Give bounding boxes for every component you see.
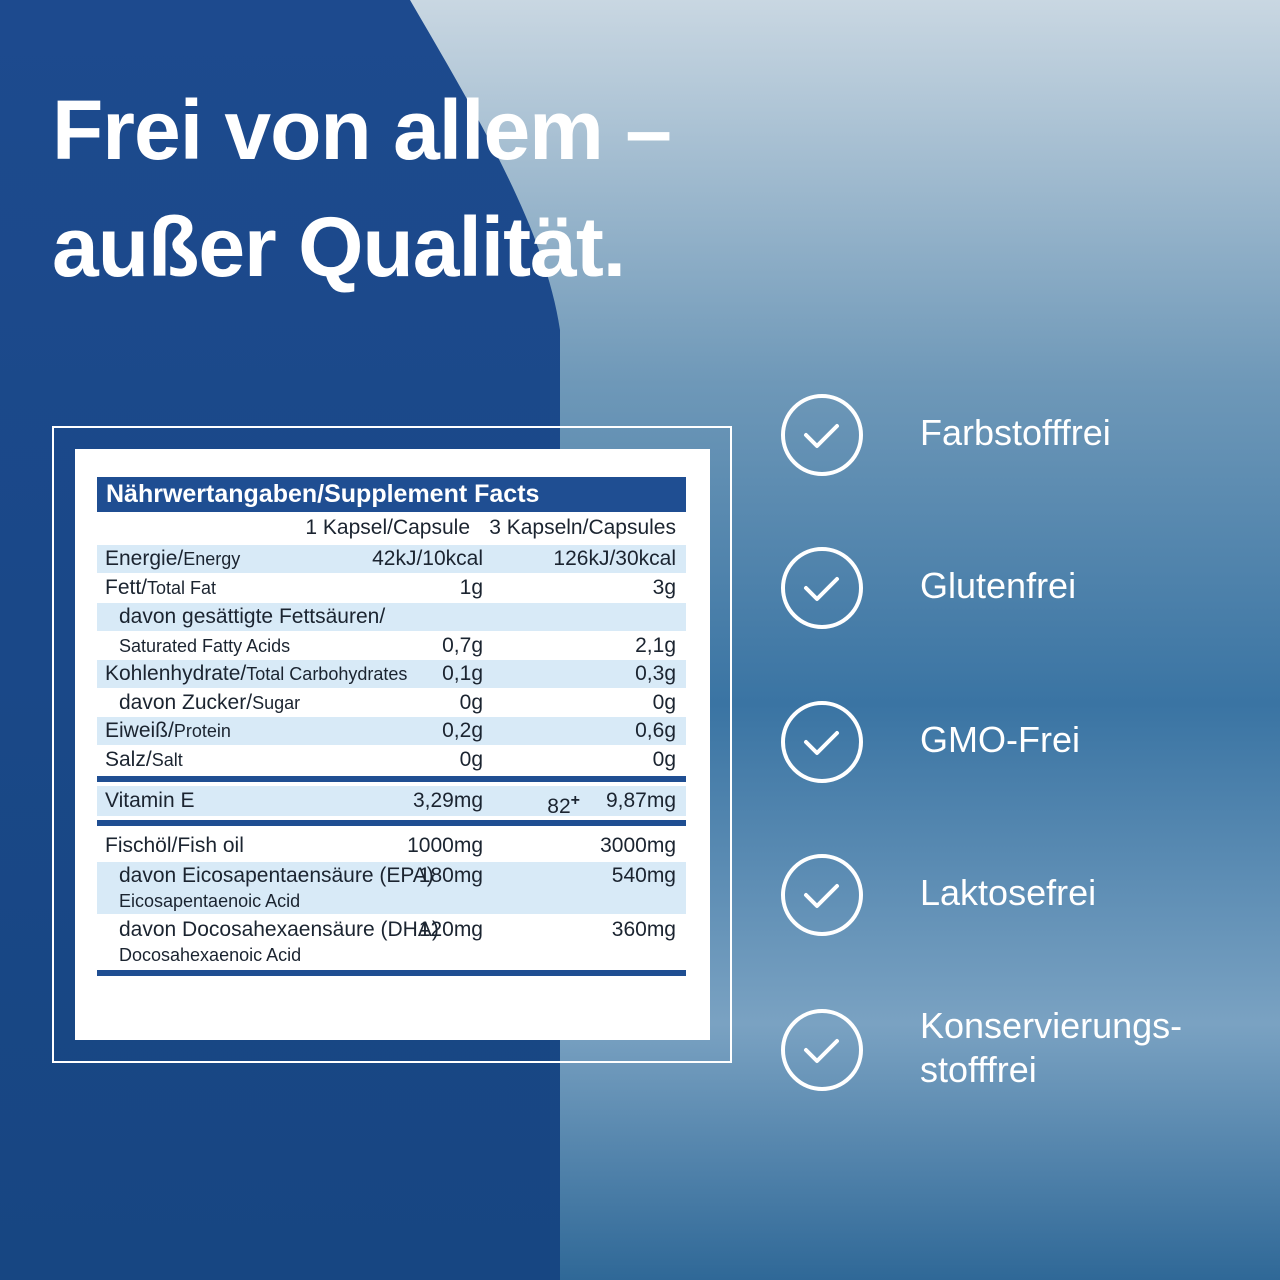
note-mark: + <box>570 792 580 809</box>
check-circle <box>781 854 863 936</box>
row-label: Fischöl/Fish oil <box>105 832 244 860</box>
table-title: Nährwertangaben/Supplement Facts <box>106 480 540 508</box>
row-shade <box>97 545 686 573</box>
label: Kohlenhydrate/ <box>105 662 247 685</box>
label: Energie/ <box>105 547 184 570</box>
row-label: davon Eicosapentaensäure (EPA) <box>119 862 434 890</box>
row-label: Kohlenhydrate/Total Carbohydrates <box>105 660 407 688</box>
feature-label: Konservierungs- <box>920 1005 1183 1046</box>
rule <box>97 820 686 826</box>
value: 0,6g <box>635 719 676 742</box>
row-label: Vitamin E <box>105 787 195 815</box>
rule <box>97 970 686 976</box>
value: 9,87mg <box>605 789 676 812</box>
row-shade <box>97 603 686 631</box>
row-label: Eiweiß/Protein <box>105 717 231 745</box>
value: 0g <box>459 691 483 714</box>
check-mark <box>804 577 839 601</box>
value: 2,1g <box>635 634 676 657</box>
label: Eiweiß/ <box>105 719 174 742</box>
row-sublabel: Saturated Fatty Acids <box>119 636 291 656</box>
value: 0,2g <box>442 719 483 742</box>
value: 180mg <box>418 864 483 887</box>
sublabel: Salt <box>151 750 183 770</box>
row-sublabel: Docosahexaenoic Acid <box>119 945 302 965</box>
check-mark <box>804 884 839 908</box>
row-label: davon Docosahexaensäure (DHA) <box>119 916 439 944</box>
sublabel: Sugar <box>252 693 301 713</box>
label: davon Zucker/ <box>119 691 253 714</box>
check-circle <box>781 1009 863 1091</box>
value: 120mg <box>418 918 483 941</box>
note-number: 82 <box>547 795 571 818</box>
sublabel: Total Carbohydrates <box>246 664 408 684</box>
value: 1g <box>459 576 483 599</box>
value: 0g <box>652 691 676 714</box>
check-circle <box>781 394 863 476</box>
sublabel: Energy <box>183 549 241 569</box>
row-shade <box>97 660 686 688</box>
value: 0,7g <box>442 634 483 657</box>
column-header: 3 Kapseln/Capsules <box>489 516 676 539</box>
check-circle <box>781 547 863 629</box>
value: 126kJ/30kcal <box>553 547 676 570</box>
sublabel: Protein <box>173 721 231 741</box>
value: 0,3g <box>635 662 676 685</box>
value: 0g <box>459 748 483 771</box>
panel-frame <box>52 426 732 1063</box>
label: Salz/ <box>105 748 152 771</box>
value: 1000mg <box>407 834 483 857</box>
value: 0,1g <box>442 662 483 685</box>
label: Fischöl/Fish oil <box>105 834 244 857</box>
row-label: davon gesättigte Fettsäuren/ <box>119 603 385 631</box>
check-circle <box>781 701 863 783</box>
table-title-bar <box>97 477 686 512</box>
value: 3,29mg <box>412 789 483 812</box>
value: 3g <box>652 576 676 599</box>
note: 82+ <box>547 787 580 821</box>
row-label: Fett/Total Fat <box>105 574 216 602</box>
label: Vitamin E <box>105 789 195 812</box>
check-mark <box>804 731 839 755</box>
column-header: 1 Kapsel/Capsule <box>305 516 470 539</box>
row-label: davon Zucker/Sugar <box>119 689 300 717</box>
label: Fett/ <box>105 576 148 599</box>
value: 360mg <box>611 918 676 941</box>
row-label: Salz/Salt <box>105 746 183 774</box>
value: 42kJ/10kcal <box>372 547 483 570</box>
label: davon Eicosapentaensäure (EPA) <box>119 864 434 887</box>
value: 3000mg <box>600 834 676 857</box>
value: 0g <box>652 748 676 771</box>
feature-label: GMO-Frei <box>920 719 1080 760</box>
feature-label: Laktosefrei <box>920 872 1097 913</box>
row-shade <box>97 717 686 745</box>
feature-label: Glutenfrei <box>920 565 1077 606</box>
row-sublabel: Eicosapentaenoic Acid <box>119 891 301 911</box>
check-mark <box>804 424 839 448</box>
check-mark <box>804 1039 839 1063</box>
sublabel: Total Fat <box>147 578 217 598</box>
value: 540mg <box>611 864 676 887</box>
row-label: Energie/Energy <box>105 545 240 573</box>
label: davon Docosahexaensäure (DHA) <box>119 918 439 941</box>
headline: außer Qualität. <box>52 200 626 294</box>
rule <box>97 776 686 782</box>
feature-label: Farbstofffrei <box>920 412 1111 453</box>
headline: Frei von allem – <box>52 83 672 177</box>
row-shade <box>97 786 686 816</box>
row-shade <box>97 862 686 914</box>
feature-label: stofffrei <box>920 1049 1037 1090</box>
label: davon gesättigte Fettsäuren/ <box>119 605 386 628</box>
